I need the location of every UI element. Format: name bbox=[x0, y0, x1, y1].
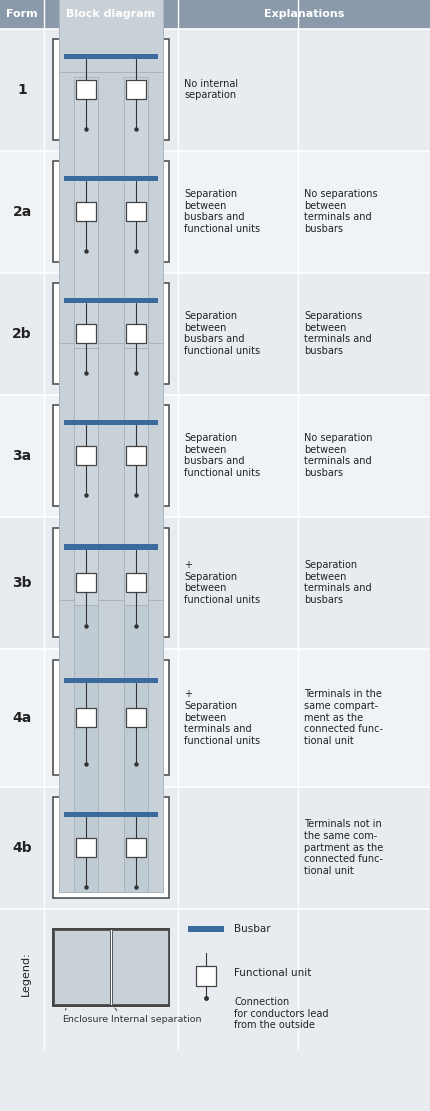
Bar bbox=[126, 80, 146, 99]
Bar bbox=[59, 609, 163, 631]
Bar bbox=[59, 600, 163, 892]
Text: Enclosure: Enclosure bbox=[61, 1014, 108, 1024]
Bar bbox=[74, 605, 98, 892]
Text: 4b: 4b bbox=[12, 841, 32, 854]
Text: +
Separation
between
terminals and
functional units: + Separation between terminals and funct… bbox=[184, 689, 260, 745]
Bar bbox=[53, 929, 169, 1005]
Text: Separation
between
busbars and
functional units: Separation between busbars and functiona… bbox=[184, 311, 260, 356]
Bar bbox=[59, 358, 163, 378]
Bar bbox=[126, 573, 146, 592]
Bar bbox=[76, 573, 96, 592]
Text: Separation
between
busbars and
functional units: Separation between busbars and functiona… bbox=[184, 189, 260, 234]
Text: 3b: 3b bbox=[12, 575, 32, 590]
Bar bbox=[188, 927, 224, 931]
Bar bbox=[74, 605, 98, 892]
Bar bbox=[59, 0, 163, 378]
Bar bbox=[76, 446, 96, 466]
Bar bbox=[64, 812, 158, 817]
Bar bbox=[124, 348, 148, 769]
Text: Busbar: Busbar bbox=[234, 924, 270, 934]
Text: 2a: 2a bbox=[12, 204, 32, 219]
Bar bbox=[53, 283, 169, 384]
Bar bbox=[124, 348, 148, 769]
Bar bbox=[54, 930, 110, 1004]
Bar bbox=[126, 446, 146, 466]
Text: No internal
separation: No internal separation bbox=[184, 79, 238, 100]
Bar bbox=[59, 343, 163, 769]
Bar bbox=[76, 838, 96, 858]
Bar bbox=[124, 605, 148, 892]
Text: 1: 1 bbox=[17, 82, 27, 97]
Bar bbox=[0, 517, 430, 649]
Text: Form: Form bbox=[6, 9, 38, 19]
Bar bbox=[59, 0, 163, 257]
Bar bbox=[53, 404, 169, 507]
Bar bbox=[0, 29, 430, 150]
Text: Explanations: Explanations bbox=[264, 9, 344, 19]
Bar bbox=[124, 77, 148, 631]
Bar bbox=[64, 678, 158, 683]
Bar bbox=[64, 420, 158, 426]
Bar bbox=[124, 605, 148, 892]
Bar bbox=[0, 909, 430, 1049]
Bar bbox=[76, 323, 96, 343]
Text: Functional unit: Functional unit bbox=[234, 968, 311, 978]
Bar bbox=[74, 348, 98, 769]
Bar bbox=[0, 150, 430, 272]
Text: Terminals not in
the same com-
partment as the
connected func-
tional unit: Terminals not in the same com- partment … bbox=[304, 819, 383, 875]
Text: Block diagram: Block diagram bbox=[67, 9, 156, 19]
Text: No separation
between
terminals and
busbars: No separation between terminals and busb… bbox=[304, 433, 372, 478]
Text: Legend:: Legend: bbox=[21, 951, 31, 995]
Bar bbox=[64, 298, 158, 303]
Bar bbox=[59, 0, 163, 500]
Text: +
Separation
between
functional units: + Separation between functional units bbox=[184, 560, 260, 604]
Text: No separations
between
terminals and
busbars: No separations between terminals and bus… bbox=[304, 189, 378, 234]
Bar bbox=[76, 202, 96, 221]
Bar bbox=[0, 0, 430, 29]
Bar bbox=[53, 797, 169, 898]
Bar bbox=[64, 544, 158, 550]
Bar bbox=[0, 649, 430, 787]
Bar bbox=[53, 528, 169, 638]
Bar bbox=[64, 54, 158, 59]
Bar bbox=[76, 708, 96, 728]
Text: 2b: 2b bbox=[12, 327, 32, 340]
Bar bbox=[64, 176, 158, 181]
Text: 4a: 4a bbox=[12, 711, 32, 724]
Bar bbox=[0, 394, 430, 517]
Bar bbox=[53, 161, 169, 262]
Bar bbox=[0, 787, 430, 909]
Bar bbox=[59, 72, 163, 631]
Bar bbox=[126, 708, 146, 728]
Text: Connection
for conductors lead
from the outside: Connection for conductors lead from the … bbox=[234, 997, 329, 1030]
Bar bbox=[126, 323, 146, 343]
Bar bbox=[196, 965, 216, 985]
Bar bbox=[74, 348, 98, 769]
Bar bbox=[126, 838, 146, 858]
Bar bbox=[53, 39, 169, 140]
Text: Separations
between
terminals and
busbars: Separations between terminals and busbar… bbox=[304, 311, 372, 356]
Bar bbox=[53, 660, 169, 774]
Bar bbox=[74, 77, 98, 631]
Text: Separation
between
terminals and
busbars: Separation between terminals and busbars bbox=[304, 560, 372, 604]
Text: Separation
between
busbars and
functional units: Separation between busbars and functiona… bbox=[184, 433, 260, 478]
Bar bbox=[0, 272, 430, 394]
Text: 3a: 3a bbox=[12, 449, 31, 462]
Bar bbox=[76, 80, 96, 99]
Text: Internal separation: Internal separation bbox=[111, 1014, 202, 1024]
Text: Terminals in the
same compart-
ment as the
connected func-
tional unit: Terminals in the same compart- ment as t… bbox=[304, 689, 383, 745]
Bar bbox=[112, 930, 168, 1004]
Bar bbox=[126, 202, 146, 221]
